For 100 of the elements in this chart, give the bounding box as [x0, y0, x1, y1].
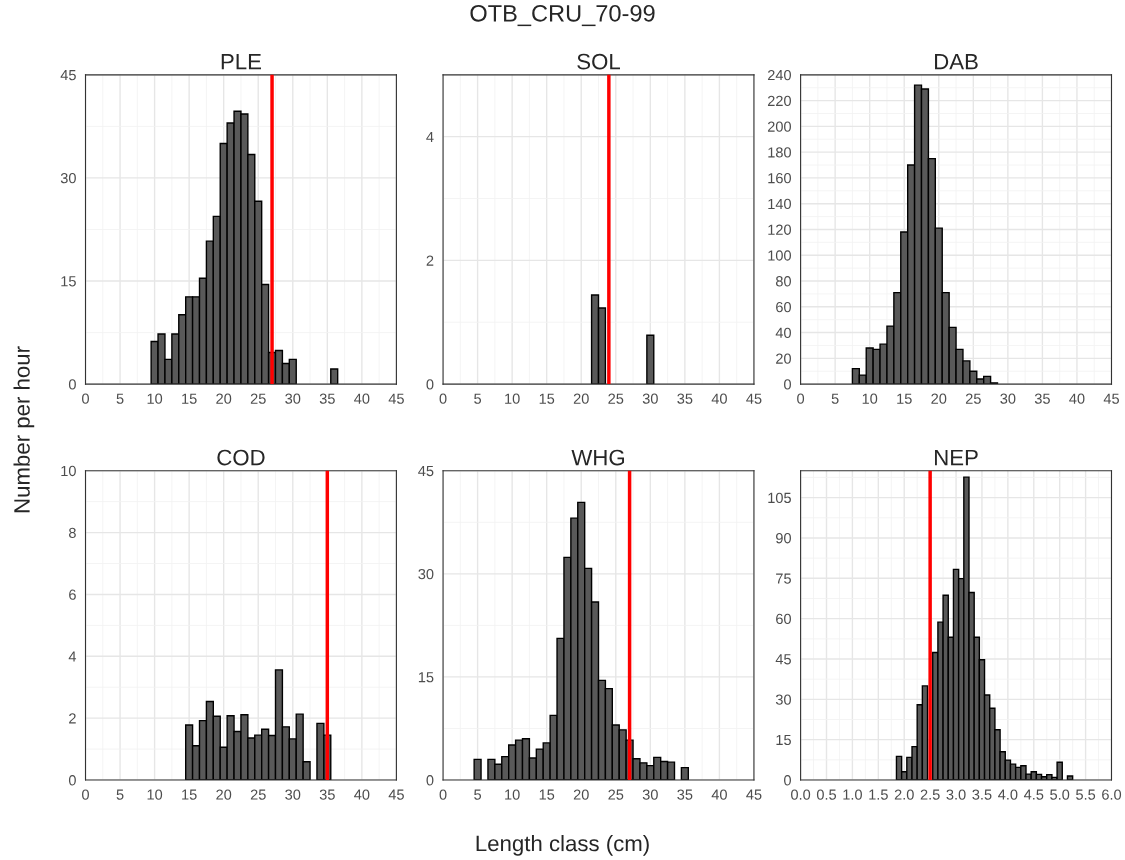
y-tick-label: 45	[418, 465, 434, 477]
y-tick-label: 0	[784, 775, 791, 786]
y-tick-label: 15	[776, 734, 791, 746]
x-tick-label: 1.0	[843, 789, 862, 800]
x-tick-label: 20	[216, 789, 232, 800]
x-tick-label: 5	[831, 393, 839, 404]
y-tick-label: 140	[768, 198, 791, 210]
chart-title: PLE	[221, 53, 261, 70]
x-tick-label: 2.0	[894, 789, 914, 800]
x-tick-label: 35	[319, 789, 335, 800]
y-tick-label: 100	[768, 250, 791, 261]
y-tick-label: 40	[775, 327, 791, 338]
y-tick-label: 2	[426, 255, 434, 266]
x-tick-label: 30	[1000, 393, 1016, 404]
x-tick-label: 0.0	[791, 789, 811, 800]
x-tick-label: 45	[388, 393, 404, 404]
y-tick-label: 8	[69, 527, 76, 539]
x-tick-label: 1.5	[869, 789, 888, 800]
y-tick-label: 0	[784, 379, 791, 390]
y-tick-label: 15	[418, 672, 434, 683]
x-tick-label: 5	[116, 393, 124, 404]
x-tick-label: 45	[746, 789, 762, 800]
y-tick-label: 0	[68, 379, 76, 390]
x-tick-label: 25	[608, 393, 624, 404]
y-tick-label: 6	[69, 589, 76, 600]
chart-title: DAB	[935, 53, 978, 70]
x-tick-label: 45	[1103, 393, 1119, 404]
y-tick-label: 20	[776, 353, 791, 364]
y-tick-label: 80	[775, 276, 791, 287]
y-tick-label: 0	[68, 775, 76, 786]
x-tick-label: 0	[797, 393, 805, 404]
x-tick-label: 10	[147, 789, 163, 800]
y-tick-label: 15	[61, 276, 76, 287]
x-tick-label: 35	[677, 789, 693, 800]
y-tick-label: 10	[61, 465, 76, 477]
x-tick-label: 10	[862, 393, 878, 404]
x-tick-label: 3.5	[972, 789, 992, 800]
x-tick-label: 15	[182, 789, 197, 800]
y-tick-label: 60	[776, 301, 791, 313]
x-tick-label: 3.0	[946, 789, 966, 800]
x-tick-label: 5	[474, 789, 482, 800]
x-tick-label: 30	[285, 393, 301, 404]
x-tick-label: 15	[539, 393, 555, 404]
x-tick-label: 25	[250, 789, 266, 800]
x-tick-label: 15	[539, 789, 555, 800]
x-tick-label: 40	[711, 789, 727, 800]
x-tick-label: 30	[642, 789, 658, 800]
text: Number per hour	[13, 346, 35, 513]
x-tick-label: 35	[677, 393, 693, 404]
y-tick-label: 200	[767, 121, 791, 132]
y-tick-label: 240	[767, 69, 791, 81]
chart-title: NEP	[935, 449, 978, 466]
y-tick-label: 60	[776, 613, 791, 625]
y-tick-label: 105	[768, 492, 791, 504]
x-tick-label: 45	[388, 789, 404, 800]
y-tick-label: 2	[69, 713, 76, 724]
x-tick-label: 6.0	[1102, 789, 1122, 800]
text: OTB_CRU_70-99	[470, 4, 655, 27]
y-tick-label: 220	[767, 95, 791, 107]
x-tick-label: 20	[216, 393, 232, 404]
chart-title: COD	[217, 449, 265, 466]
y-tick-label: 45	[60, 70, 76, 81]
y-tick-label: 45	[775, 654, 791, 665]
x-tick-label: 5.0	[1050, 789, 1070, 800]
y-tick-label: 0	[426, 775, 434, 786]
y-tick-label: 30	[60, 173, 76, 184]
x-tick-label: 30	[642, 393, 658, 404]
x-tick-label: 0	[439, 393, 447, 404]
x-tick-label: 40	[354, 789, 370, 800]
x-tick-label: 40	[354, 393, 370, 404]
x-tick-label: 35	[319, 393, 335, 404]
x-tick-label: 5.5	[1076, 789, 1096, 800]
x-tick-label: 10	[505, 393, 520, 404]
x-tick-label: 40	[1069, 393, 1085, 404]
x-tick-label: 4.5	[1023, 789, 1044, 800]
x-tick-label: 10	[147, 393, 163, 404]
x-tick-label: 10	[505, 789, 520, 800]
x-tick-label: 25	[608, 789, 624, 800]
text: Length class (cm)	[476, 834, 649, 856]
x-tick-label: 20	[573, 789, 589, 800]
chart-title: SOL	[577, 53, 620, 70]
x-tick-label: 2.5	[920, 789, 940, 800]
x-tick-label: 15	[897, 393, 912, 404]
chart-title: WHG	[571, 449, 624, 466]
y-tick-label: 30	[775, 694, 791, 705]
y-tick-label: 160	[768, 173, 791, 184]
y-tick-label: 75	[776, 573, 791, 584]
x-tick-label: 15	[182, 393, 197, 404]
y-tick-label: 180	[768, 147, 791, 158]
x-tick-label: 0	[82, 789, 89, 800]
x-tick-label: 25	[965, 393, 981, 404]
y-tick-label: 4	[426, 131, 434, 142]
x-tick-label: 25	[250, 393, 266, 404]
x-tick-label: 20	[573, 393, 589, 404]
y-tick-label: 0	[426, 379, 434, 390]
x-tick-label: 0	[439, 789, 447, 800]
x-tick-label: 5	[116, 789, 124, 800]
x-tick-label: 4.0	[998, 789, 1018, 800]
y-tick-label: 4	[68, 651, 77, 662]
x-tick-label: 0.5	[816, 789, 837, 800]
